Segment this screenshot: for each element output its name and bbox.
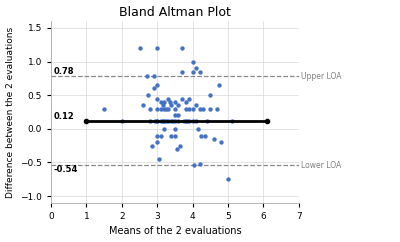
Point (150, 86, 157, 90)
Point (175, 103, 182, 107)
Point (158, 100, 164, 104)
Point (264, 119, 270, 123)
Point (182, 100, 189, 104)
Point (154, 97, 160, 100)
Text: 0.78: 0.78 (54, 67, 74, 76)
Point (172, 113, 178, 117)
Point (180, 119, 187, 123)
Point (228, 119, 235, 123)
Point (165, 119, 171, 123)
Point (186, 97, 192, 100)
Title: Bland Altman Plot: Bland Altman Plot (119, 6, 231, 19)
Point (207, 93, 214, 97)
Point (147, 119, 153, 123)
Text: Lower LOA: Lower LOA (301, 161, 342, 170)
Point (184, 119, 190, 123)
Point (150, 74, 157, 78)
Point (198, 134, 205, 137)
Point (211, 137, 217, 141)
Text: -0.54: -0.54 (54, 165, 78, 174)
Text: Upper LOA: Upper LOA (301, 72, 342, 81)
Point (154, 46, 160, 50)
Point (196, 107, 203, 111)
Point (154, 134, 160, 137)
Point (193, 119, 199, 123)
Point (196, 70, 203, 74)
Point (193, 66, 199, 70)
Point (161, 119, 168, 123)
Point (158, 107, 164, 111)
Point (172, 107, 178, 111)
Point (154, 140, 160, 144)
Point (136, 46, 143, 50)
Point (154, 119, 160, 123)
Point (158, 134, 164, 137)
Point (159, 103, 166, 107)
Point (202, 134, 208, 137)
Point (163, 107, 169, 111)
Point (152, 119, 159, 123)
Point (161, 107, 168, 111)
Point (145, 93, 152, 97)
Point (158, 119, 164, 123)
Point (186, 107, 192, 111)
Point (170, 119, 176, 123)
Point (168, 103, 174, 107)
Point (179, 46, 185, 50)
Point (163, 119, 169, 123)
Point (174, 147, 180, 151)
Point (101, 107, 107, 111)
Point (177, 144, 184, 148)
Point (186, 119, 192, 123)
X-axis label: Means of the 2 evaluations: Means of the 2 evaluations (109, 227, 241, 236)
Point (225, 177, 231, 181)
Point (190, 119, 196, 123)
Point (196, 162, 203, 166)
Point (191, 163, 198, 167)
Point (172, 100, 178, 104)
Point (168, 119, 174, 123)
Y-axis label: Difference between the 2 evaluations: Difference between the 2 evaluations (6, 26, 14, 197)
Point (182, 107, 189, 111)
Point (119, 119, 125, 123)
Point (182, 119, 189, 123)
Point (172, 119, 178, 123)
Point (147, 107, 153, 111)
Point (179, 97, 185, 100)
Point (190, 70, 196, 74)
Point (175, 113, 182, 117)
Point (166, 100, 173, 104)
Point (207, 107, 214, 111)
Point (179, 70, 185, 74)
Point (154, 119, 160, 123)
Point (200, 107, 206, 111)
Text: 0.12: 0.12 (54, 112, 74, 121)
Point (190, 107, 196, 111)
Point (214, 107, 221, 111)
Point (172, 127, 178, 131)
Point (216, 83, 222, 87)
Point (154, 83, 160, 87)
Point (168, 134, 174, 137)
Point (161, 100, 168, 104)
Point (156, 157, 162, 161)
Point (165, 107, 171, 111)
Point (190, 60, 196, 63)
Point (161, 127, 168, 131)
Point (149, 144, 155, 148)
Point (204, 119, 210, 123)
Point (154, 107, 160, 111)
Point (144, 74, 150, 78)
Point (140, 103, 146, 107)
Point (172, 134, 178, 137)
Point (175, 119, 182, 123)
Point (159, 119, 166, 123)
Point (195, 127, 201, 131)
Point (165, 97, 171, 100)
Point (193, 103, 199, 107)
Point (218, 140, 224, 144)
